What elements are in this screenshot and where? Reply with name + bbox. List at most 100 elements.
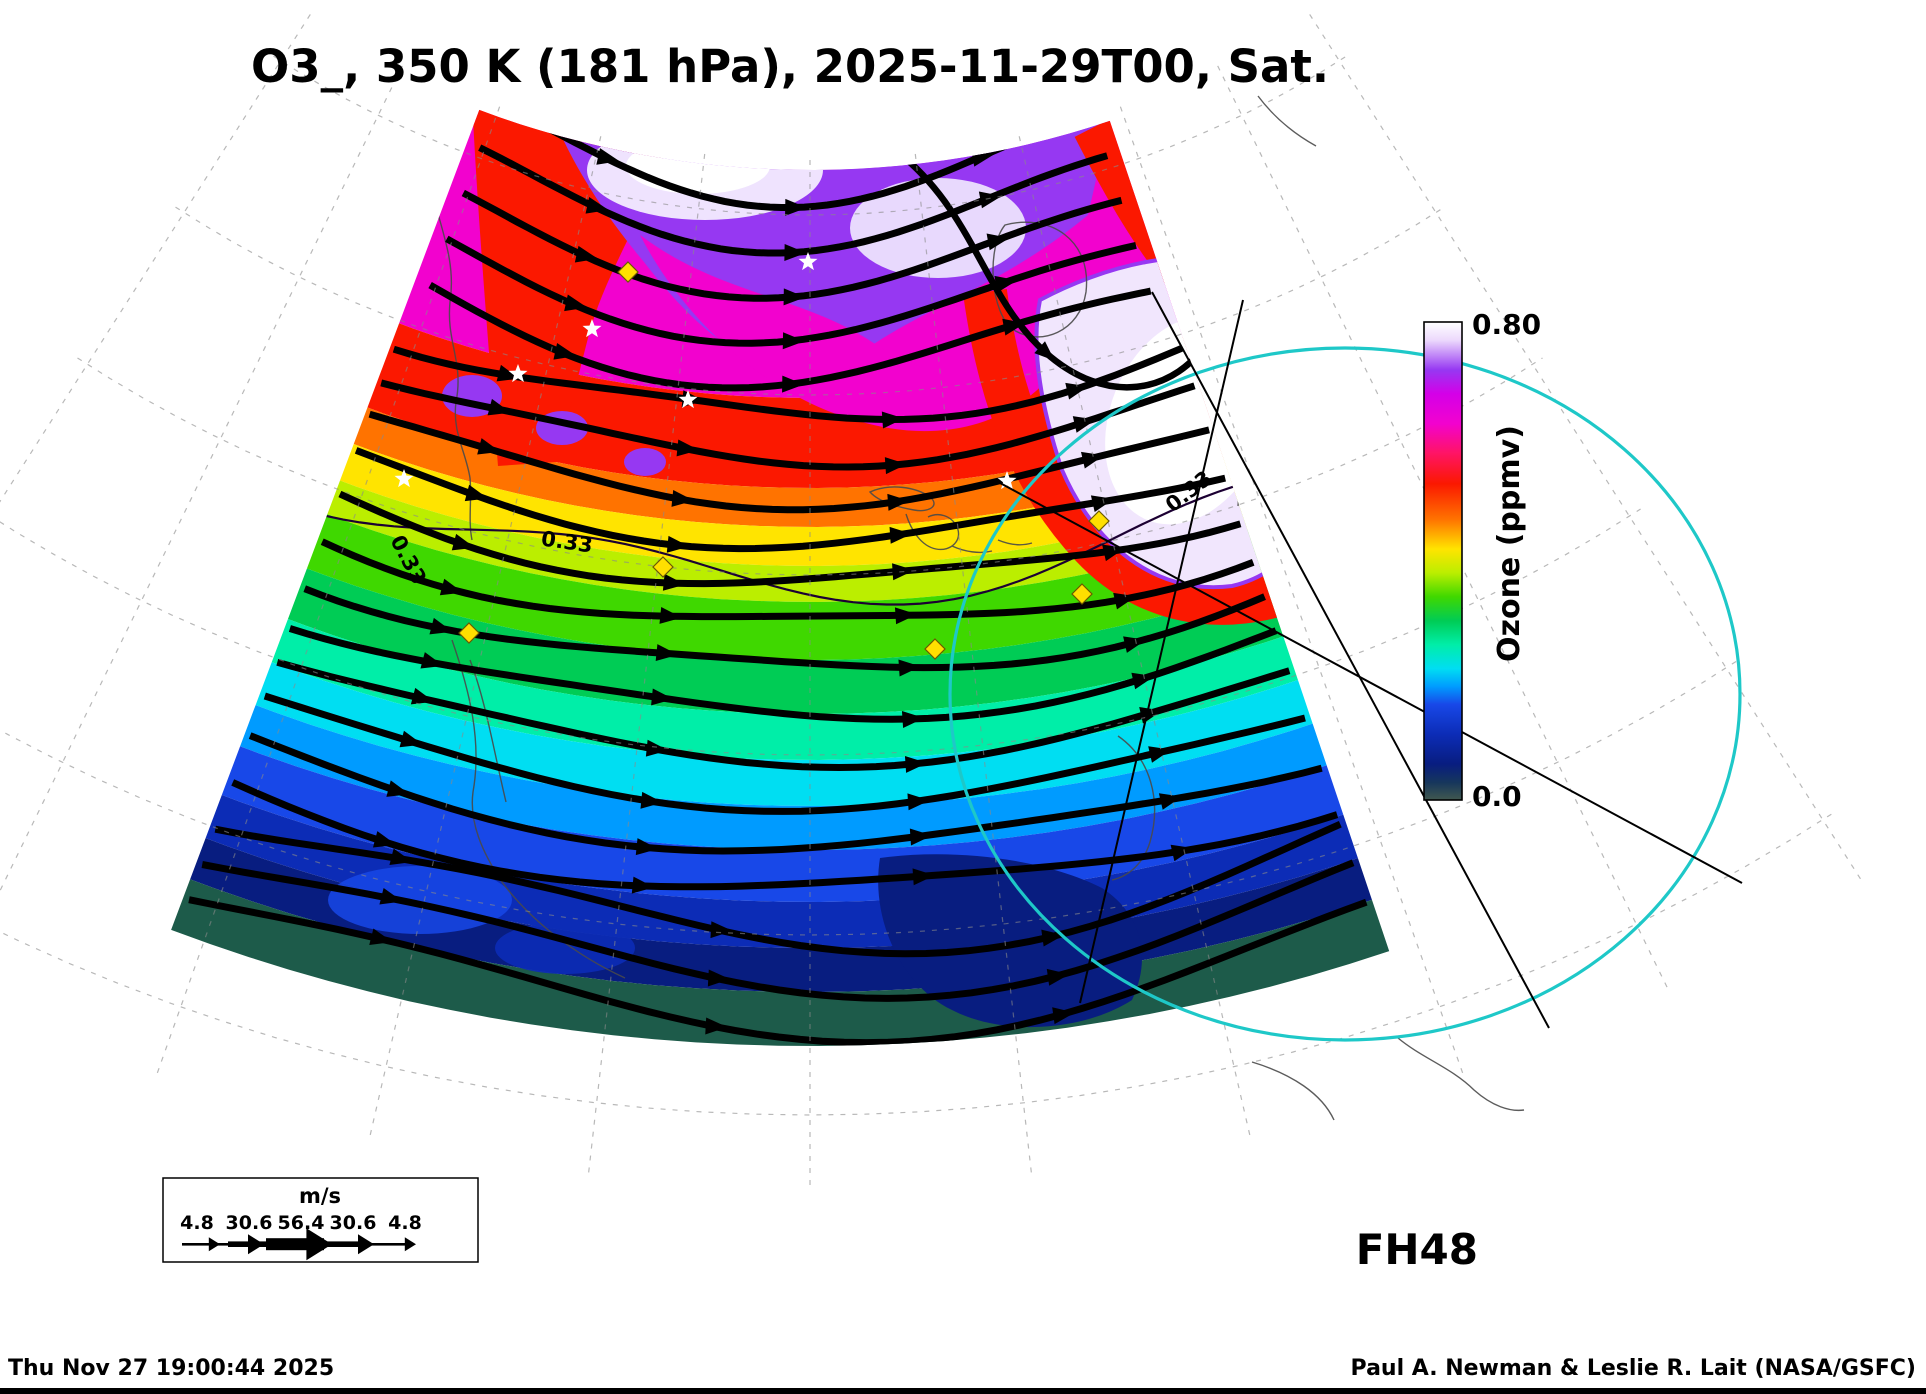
station-diamond-marker <box>652 556 674 578</box>
flow-arrowhead <box>451 533 475 551</box>
flow-arrowhead <box>1131 672 1155 690</box>
flow-arrowhead <box>898 659 921 677</box>
streamline <box>248 732 1323 855</box>
streamline <box>320 538 1255 621</box>
flow-arrowhead <box>986 233 1010 251</box>
cross-section-lines <box>999 291 1743 1029</box>
wind-streamlines <box>188 109 1368 1046</box>
flow-arrowhead <box>1002 318 1026 336</box>
section-line <box>1151 291 1550 1029</box>
streamline <box>288 625 1278 723</box>
colorbar-title: Ozone (ppmv) <box>1492 425 1527 662</box>
graticule-parallel <box>0 810 1837 1116</box>
flow-arrowhead <box>487 398 511 416</box>
flow-arrowhead <box>631 876 655 894</box>
flow-arrowhead <box>884 457 908 475</box>
flow-arrowhead <box>399 730 423 748</box>
flow-arrowhead <box>889 526 912 544</box>
flow-arrowhead <box>1170 844 1194 862</box>
graticule-meridian <box>587 153 706 1178</box>
wind-legend-units: m/s <box>299 1184 341 1208</box>
flow-arrowhead <box>710 921 733 939</box>
city-markers <box>394 252 1194 490</box>
flow-arrowhead <box>1102 544 1126 562</box>
streamline <box>380 379 1196 471</box>
flow-arrowhead <box>439 578 464 596</box>
flow-arrowhead <box>574 245 598 263</box>
flow-arrowhead <box>553 343 577 360</box>
flow-arrowhead <box>881 411 905 429</box>
streamline <box>338 490 1242 588</box>
flow-arrowhead <box>1072 416 1096 433</box>
flow-arrowhead <box>978 191 1002 209</box>
flow-arrowhead <box>564 294 588 312</box>
colorbar-max-label: 0.80 <box>1472 308 1541 341</box>
flow-arrowhead <box>1113 592 1137 610</box>
wind-legend-value: 30.6 <box>330 1212 377 1234</box>
flow-arrowhead <box>707 969 730 987</box>
wind-speed-legend: m/s 4.8 30.6 56.4 30.6 4.8 <box>162 1177 479 1263</box>
flow-arrowhead <box>901 711 925 729</box>
flow-arrowhead <box>907 793 930 811</box>
flow-arrowhead <box>676 439 700 457</box>
flow-arrowhead <box>420 652 444 669</box>
graticule-meridian <box>0 65 403 893</box>
flow-arrowhead <box>904 755 928 773</box>
range-circle <box>948 346 1742 1042</box>
flow-arrowhead <box>635 838 659 856</box>
range-circle-group <box>948 346 1742 1042</box>
colorbar: 0.80 0.0 Ozone (ppmv) <box>1423 308 1541 813</box>
streamline <box>276 658 1291 772</box>
flow-arrowhead <box>596 148 620 165</box>
forecast-hour-label: FH48 <box>1356 1225 1478 1274</box>
flow-arrowhead <box>640 791 663 809</box>
flow-arrowhead <box>379 887 403 905</box>
city-star-marker <box>394 469 414 488</box>
flow-arrowhead <box>783 288 806 306</box>
city-star-marker <box>508 364 528 383</box>
graticule-meridian <box>914 153 1033 1178</box>
graticule-meridian <box>0 14 311 503</box>
streamline <box>263 692 1306 815</box>
streamline <box>231 779 1339 891</box>
flow-arrowhead <box>651 688 674 706</box>
flow-arrowhead <box>655 644 679 661</box>
city-star-marker <box>798 252 818 271</box>
graticule-parallel <box>0 659 1739 936</box>
flow-arrowhead <box>477 438 501 455</box>
bottom-bar <box>0 1388 1926 1394</box>
flow-arrowhead <box>389 848 413 865</box>
wind-legend-value: 56.4 <box>278 1212 325 1234</box>
ozone-band <box>341 402 1237 527</box>
flow-arrowhead <box>429 617 453 635</box>
station-diamond-marker <box>924 638 946 660</box>
flow-arrowhead <box>1052 1007 1075 1025</box>
colorbar-min-label: 0.0 <box>1472 780 1522 813</box>
city-star-marker <box>678 390 698 409</box>
streamline <box>392 344 1184 424</box>
section-line <box>999 482 1743 884</box>
ozone-band <box>224 699 1343 850</box>
plot-title: O3_, 350 K (181 hPa), 2025-11-29T00, Sat… <box>251 40 1329 93</box>
flow-arrowhead <box>912 868 935 886</box>
flow-arrowhead <box>784 243 807 261</box>
station-diamond-marker <box>1071 583 1093 605</box>
flow-arrowhead <box>1123 636 1147 653</box>
flow-arrowhead <box>1198 331 1217 353</box>
coastline-offmap <box>1251 95 1525 1121</box>
flow-arrowhead <box>645 739 669 757</box>
flow-arrowhead <box>1080 451 1105 469</box>
wind-scale-arrow-glyph <box>182 1228 416 1261</box>
ozone-band <box>292 509 1281 660</box>
wind-legend-value: 4.8 <box>388 1212 422 1234</box>
streamline <box>368 410 1210 514</box>
graticule-parallel <box>0 508 1641 756</box>
station-diamond-marker <box>1088 510 1110 532</box>
flow-arrowhead <box>369 928 393 945</box>
generated-timestamp: Thu Nov 27 19:00:44 2025 <box>8 1356 335 1381</box>
graticule-meridian <box>368 136 602 1140</box>
station-diamond-marker <box>458 622 480 644</box>
streamline <box>354 447 1226 553</box>
graticule-meridian <box>155 106 501 1078</box>
